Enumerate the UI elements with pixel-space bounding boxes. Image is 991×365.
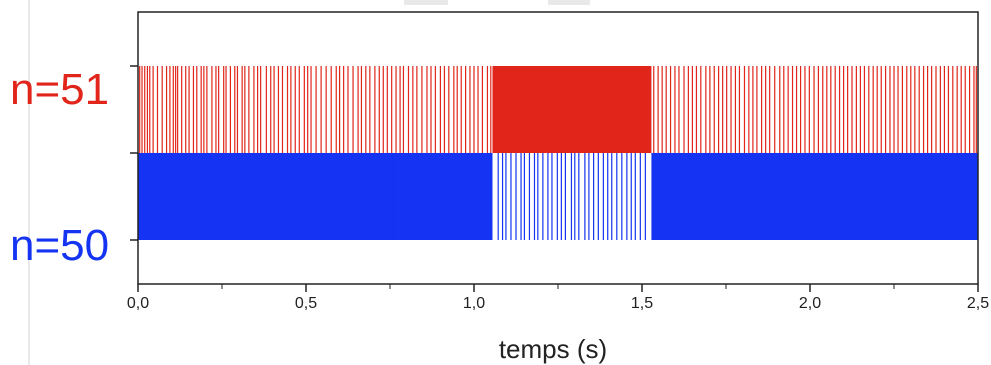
chart-bars	[138, 66, 978, 240]
dwell-interval-n51-0	[492, 66, 652, 153]
state-label-n51: n=51	[10, 65, 109, 114]
x-tick-label-3: 1,5	[631, 295, 653, 312]
left-edge-artifact	[28, 0, 30, 365]
x-axis-label: temps (s)	[499, 334, 607, 364]
dwell-interval-n50-0	[138, 153, 493, 240]
x-tick-label-2: 1,0	[463, 295, 485, 312]
y-ticks	[130, 65, 138, 241]
x-tick-label-1: 0,5	[295, 295, 317, 312]
x-tick-label-5: 2,5	[967, 295, 989, 312]
x-tick-label-4: 2,0	[799, 295, 821, 312]
x-tick-label-0: 0,0	[127, 295, 149, 312]
top-edge-artifact-1	[404, 0, 448, 5]
x-axis: 0,0 0,5 1,0 1,5 2,0 2,5	[127, 284, 989, 312]
state-label-n50: n=50	[10, 221, 109, 270]
top-edge-artifact-2	[548, 0, 590, 5]
dwell-interval-n50-1	[651, 153, 978, 240]
